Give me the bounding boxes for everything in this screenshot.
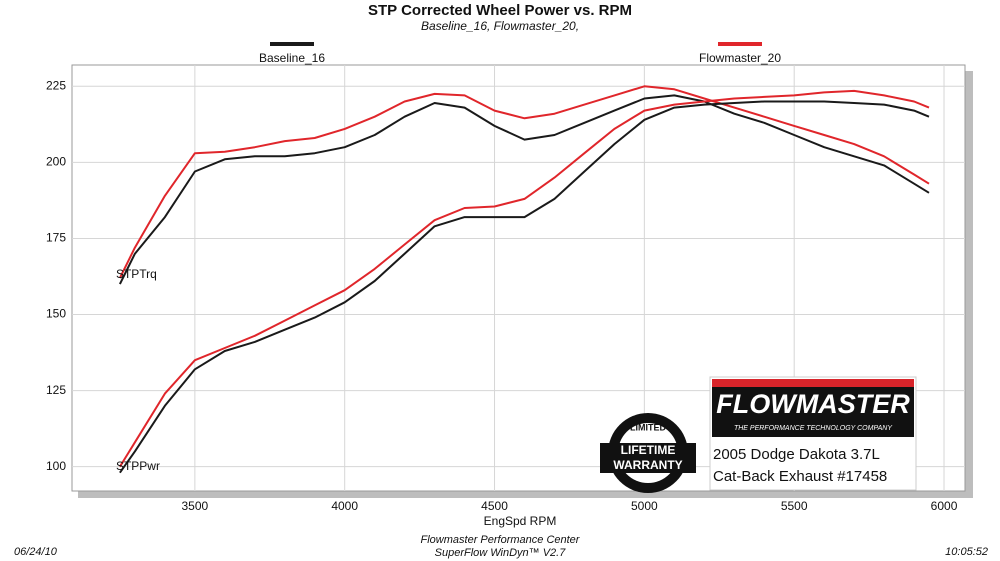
annotation: STPPwr (116, 459, 160, 473)
series-line (119, 89, 930, 468)
badge-top: LIMITED (630, 422, 666, 432)
y-tick-label: 125 (46, 383, 66, 397)
x-axis-label: EngSpd RPM (484, 514, 557, 528)
badge-line2: WARRANTY (613, 458, 682, 472)
series-line (119, 100, 930, 474)
y-tick-label: 175 (46, 231, 66, 245)
footer-time: 10:05:52 (945, 546, 988, 558)
logo-vehicle: 2005 Dodge Dakota 3.7L (713, 446, 880, 463)
x-tick-label: 5500 (781, 499, 808, 513)
logo-back (712, 379, 914, 437)
y-tick-label: 100 (46, 459, 66, 473)
legend-label: Baseline_16 (259, 51, 325, 65)
lines (119, 85, 930, 474)
x-tick-label: 5000 (631, 499, 658, 513)
logo-stripe (712, 379, 914, 387)
x-tick-label: 3500 (182, 499, 209, 513)
annotation: STPTrq (116, 267, 157, 281)
footer-date: 06/24/10 (14, 546, 58, 558)
x-tick-label: 4500 (481, 499, 508, 513)
series-line (119, 94, 930, 285)
logo-product: Cat-Back Exhaust #17458 (713, 468, 887, 485)
logo-tagline: THE PERFORMANCE TECHNOLOGY COMPANY (734, 425, 893, 432)
badge-line1: LIFETIME (621, 443, 676, 457)
y-tick-label: 225 (46, 78, 66, 92)
chart-title: STP Corrected Wheel Power vs. RPM (368, 2, 632, 19)
y-tick-label: 200 (46, 155, 66, 169)
badge-band (600, 443, 696, 473)
series-line (119, 85, 930, 279)
logo-brand: FLOWMASTER (716, 389, 910, 419)
legend-label: Flowmaster_20 (699, 51, 781, 65)
y-tick-label: 150 (46, 307, 66, 321)
overlay: LIMITED LIFETIME WARRANTY FLOWMASTER THE… (600, 376, 917, 493)
chart-subtitle: Baseline_16, Flowmaster_20, (421, 19, 579, 33)
footer-software: SuperFlow WinDyn™ V2.7 (435, 547, 567, 559)
x-tick-label: 6000 (931, 499, 958, 513)
x-tick-label: 4000 (331, 499, 358, 513)
footer-center: Flowmaster Performance Center (421, 534, 581, 546)
